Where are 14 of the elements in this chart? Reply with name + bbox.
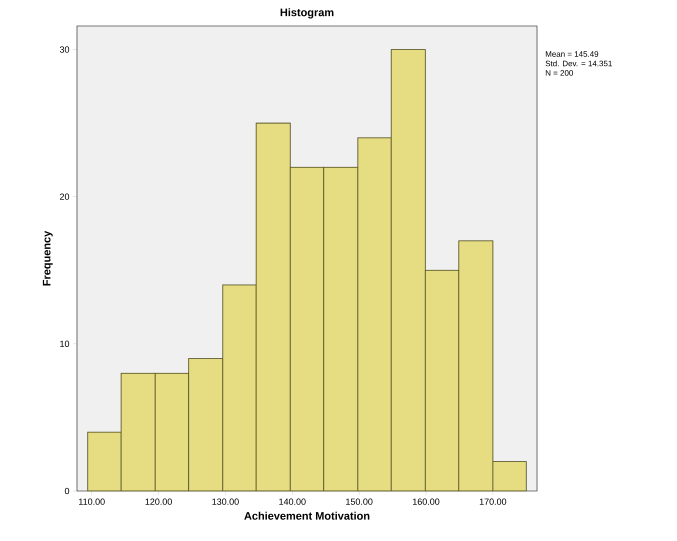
x-tick-label: 130.00 xyxy=(212,498,239,505)
x-tick-label: 110.00 xyxy=(79,498,105,505)
x-tick-label: 150.00 xyxy=(346,498,373,505)
x-tick-label: 140.00 xyxy=(279,498,306,505)
y-tick-label: 10 xyxy=(60,340,70,348)
y-tick-label: 0 xyxy=(64,488,70,494)
y-tick-label: 30 xyxy=(60,46,70,53)
y-axis-title: Frequency xyxy=(42,230,53,286)
y-tick-label: 20 xyxy=(60,194,70,200)
x-tick-label: 120.00 xyxy=(146,498,172,505)
x-axis-title: Achievement Motivation xyxy=(244,512,370,520)
chart-title: Histogram xyxy=(280,8,334,18)
x-tick-label: 170.00 xyxy=(480,498,506,505)
x-tick-label: 160.00 xyxy=(412,498,440,505)
